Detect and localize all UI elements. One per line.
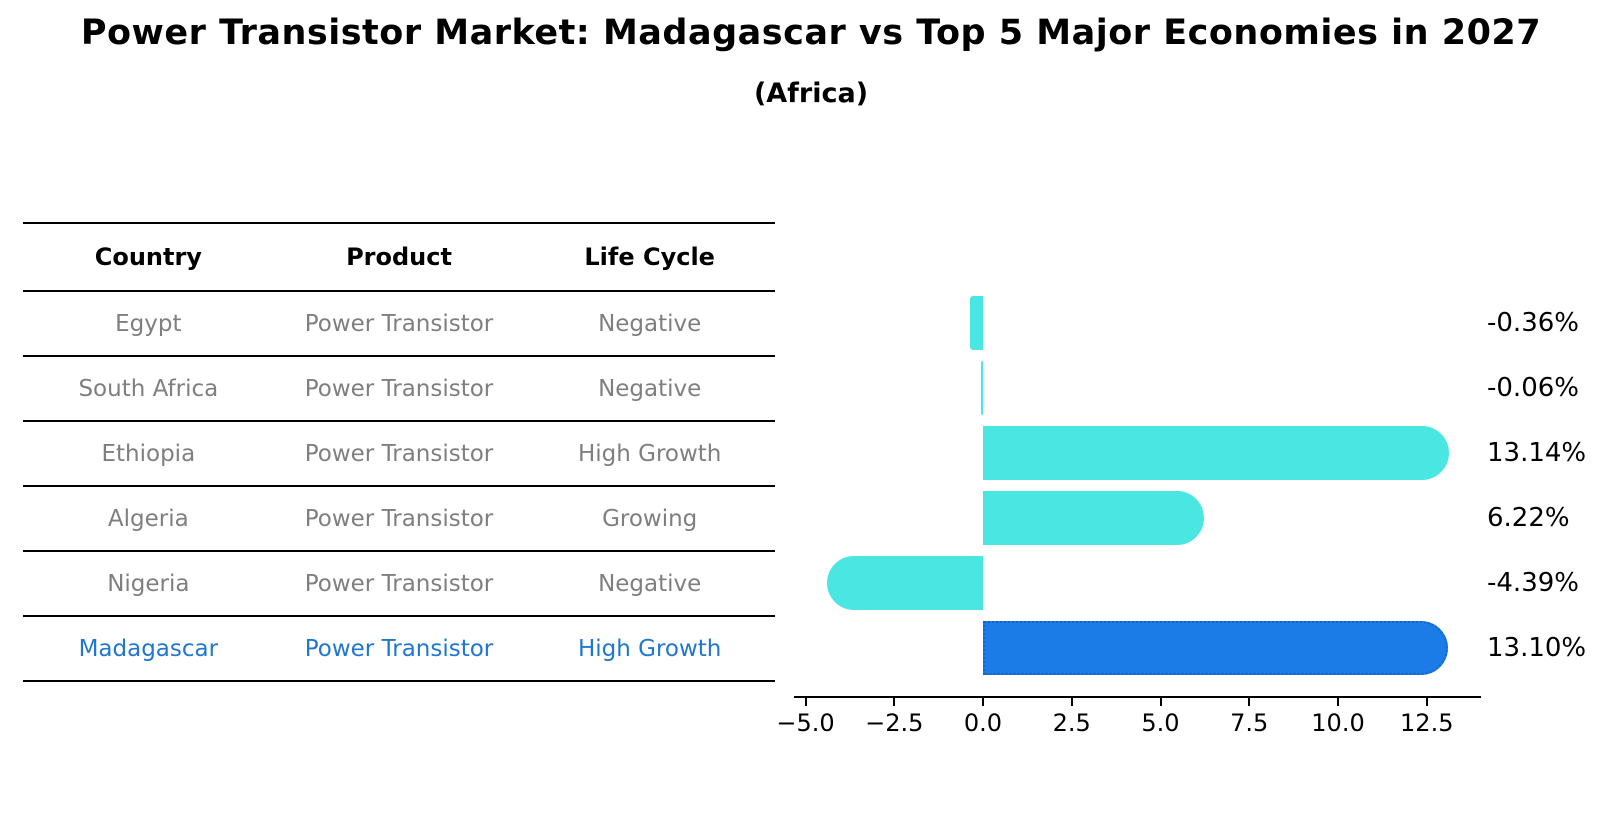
x-axis-tick-label: 10.0 — [1311, 709, 1365, 737]
x-axis-tick-label: 2.5 — [1052, 709, 1091, 737]
chart-title: Power Transistor Market: Madagascar vs T… — [80, 13, 1542, 53]
cell-country: Egypt — [115, 310, 182, 337]
bar-value-label-south-africa: -0.06% — [1487, 373, 1579, 403]
x-axis-tick-label: 12.5 — [1400, 709, 1454, 737]
x-axis-tick-label: 5.0 — [1141, 709, 1180, 737]
bar-value-label-egypt: -0.36% — [1487, 308, 1579, 338]
cell-product: Power Transistor — [304, 310, 494, 337]
x-axis-tick-label: −2.5 — [865, 709, 924, 737]
cell-life-cycle: Growing — [602, 505, 698, 532]
table-header-product: Product — [346, 243, 452, 271]
table-row-madagascar: Madagascar Power Transistor High Growth — [23, 617, 775, 682]
x-axis-tick — [893, 698, 896, 706]
cell-country: Nigeria — [107, 570, 190, 597]
cell-product: Power Transistor — [304, 375, 494, 402]
chart-subtitle: (Africa) — [753, 78, 869, 109]
bar-south-africa — [980, 361, 983, 415]
x-axis-tick — [1070, 698, 1073, 706]
bar-egypt — [970, 296, 983, 350]
table-header-row: Country Product Life Cycle — [23, 224, 775, 292]
cell-product: Power Transistor — [304, 505, 494, 532]
bar-value-label-ethiopia: 13.14% — [1487, 438, 1587, 468]
bar-value-label-madagascar: 13.10% — [1487, 633, 1587, 663]
x-axis-line — [794, 696, 1481, 698]
x-axis-tick — [804, 698, 807, 706]
x-axis-tick-label: 0.0 — [963, 709, 1003, 737]
bar-ethiopia — [983, 426, 1450, 480]
table-row-egypt: Egypt Power Transistor Negative — [23, 292, 775, 357]
x-axis-tick — [1248, 698, 1251, 706]
bar-nigeria — [827, 556, 983, 610]
cell-product: Power Transistor — [304, 440, 494, 467]
x-axis-tick-label: −5.0 — [776, 709, 835, 737]
table-row-nigeria: Nigeria Power Transistor Negative — [23, 552, 775, 617]
table-row-algeria: Algeria Power Transistor Growing — [23, 487, 775, 552]
bar-value-label-algeria: 6.22% — [1487, 503, 1570, 533]
table-header-country: Country — [94, 243, 202, 271]
x-axis-tick — [1425, 698, 1428, 706]
comparison-table: Country Product Life Cycle Egypt Power T… — [23, 222, 775, 682]
bar-madagascar — [983, 621, 1449, 675]
cell-country: South Africa — [78, 375, 219, 402]
x-axis-tick — [1337, 698, 1339, 706]
x-axis-tick-label: 7.5 — [1230, 709, 1269, 737]
table-header-life-cycle: Life Cycle — [584, 243, 715, 271]
cell-life-cycle: Negative — [598, 375, 702, 402]
cell-product: Power Transistor — [304, 635, 494, 662]
cell-life-cycle: Negative — [598, 570, 702, 597]
cell-product: Power Transistor — [304, 570, 494, 597]
cell-life-cycle: High Growth — [577, 440, 722, 467]
cell-country: Ethiopia — [101, 440, 196, 467]
x-axis-tick — [982, 698, 984, 706]
cell-life-cycle: Negative — [598, 310, 702, 337]
table-row-south-africa: South Africa Power Transistor Negative — [23, 357, 775, 422]
table-row-ethiopia: Ethiopia Power Transistor High Growth — [23, 422, 775, 487]
x-axis-tick — [1159, 698, 1162, 706]
cell-country: Algeria — [107, 505, 189, 532]
bar-algeria — [983, 491, 1204, 545]
cell-country: Madagascar — [78, 635, 219, 662]
bar-value-label-nigeria: -4.39% — [1487, 568, 1579, 598]
cell-life-cycle: High Growth — [577, 635, 722, 662]
